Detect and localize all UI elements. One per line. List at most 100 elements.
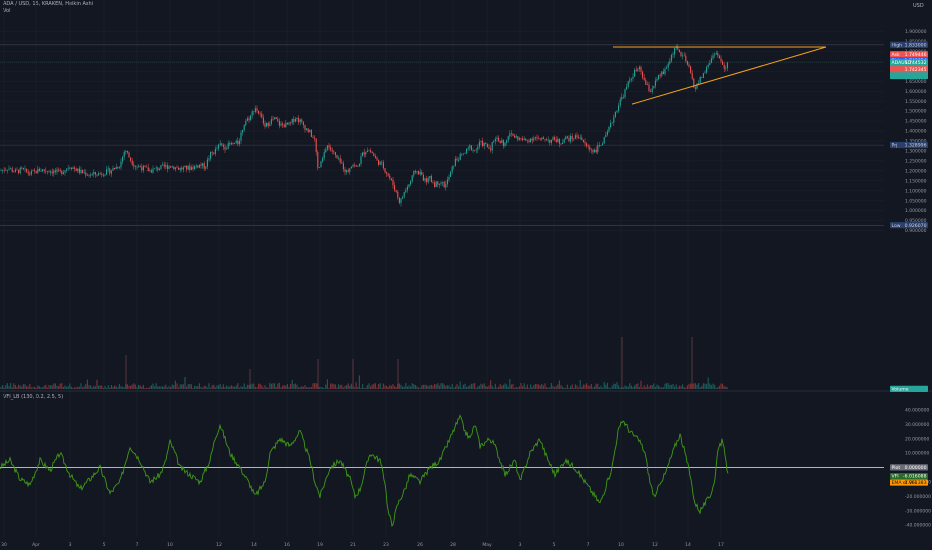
price-tick-label: 1.450000 <box>905 119 927 125</box>
volume-bar <box>712 383 714 389</box>
candle-body <box>296 117 298 119</box>
candle-body <box>613 117 615 123</box>
candle-body <box>314 137 316 139</box>
candle-body <box>542 137 544 140</box>
volume-bar <box>88 385 90 389</box>
candle-body <box>162 164 164 166</box>
volume-bar <box>304 385 306 389</box>
volume-bar <box>152 383 154 389</box>
volume-bar <box>662 387 664 389</box>
candle-body <box>250 115 252 121</box>
candle-body <box>558 139 560 144</box>
candle-body <box>264 123 266 127</box>
candle-body <box>538 138 540 139</box>
volume-bar <box>723 386 725 389</box>
volume-bar <box>710 385 712 389</box>
candle-body <box>488 147 490 149</box>
candle-body <box>459 154 461 161</box>
volume-bar <box>301 386 303 389</box>
volume-bar <box>486 386 488 389</box>
volume-bar <box>496 387 498 389</box>
candle-body <box>66 168 68 171</box>
candle-body <box>654 80 656 87</box>
low-tag-bg <box>890 222 928 229</box>
candle-body <box>150 170 152 173</box>
candle-body <box>86 175 88 176</box>
volume-bar <box>570 386 572 389</box>
candle-body <box>16 169 18 171</box>
candle-body <box>11 168 13 172</box>
candle-body <box>336 155 338 159</box>
candle-body <box>347 170 349 172</box>
volume-bar <box>539 385 541 389</box>
candle-body <box>442 182 444 183</box>
candle-body <box>179 167 181 170</box>
candle-body <box>251 111 253 116</box>
volume-bar <box>238 387 240 389</box>
volume-bar <box>256 387 258 389</box>
candle-body <box>550 139 552 143</box>
volume-bar <box>510 384 512 389</box>
candle-body <box>478 141 480 147</box>
volume-bar <box>190 384 192 389</box>
candle-body <box>310 130 312 137</box>
volume-bar <box>451 384 453 389</box>
candle-body <box>494 138 496 141</box>
volume-bar <box>458 386 460 389</box>
candle-body <box>259 113 261 115</box>
volume-indicator-label[interactable]: Vol <box>3 8 11 14</box>
volume-bar <box>630 385 632 389</box>
volume-bar <box>232 386 234 389</box>
triangle-trendlines[interactable] <box>613 46 827 105</box>
volume-bar <box>328 387 330 389</box>
high-tag-value: 1.833000 <box>905 42 927 48</box>
volume-bar <box>37 385 39 389</box>
time-axis[interactable]: 30 Apr 3 5 7 10 12 14 16 19 21 23 26 28 May 3 5 7 10 12 14 17 <box>1 542 724 548</box>
volume-bar <box>205 385 207 389</box>
volume-bar <box>117 387 119 389</box>
candle-body <box>398 197 400 203</box>
candle-body <box>78 168 80 173</box>
candle-body <box>125 150 127 152</box>
volume-bar <box>566 384 568 389</box>
volume-bar <box>174 380 176 389</box>
candle-body <box>230 143 232 145</box>
candle-body <box>299 119 301 123</box>
candle-body <box>240 132 242 141</box>
volume-bar <box>456 384 458 389</box>
axis-tags: High1.833000Ask1.749446Bid1.740854ADAUSD… <box>890 41 928 486</box>
volume-bar <box>414 385 416 389</box>
volume-bar <box>602 387 604 389</box>
candle-body <box>219 143 221 145</box>
volume-bar <box>376 387 378 389</box>
candle-body <box>466 148 468 154</box>
volume-bar <box>560 384 562 389</box>
volume-bar <box>144 387 146 389</box>
candle-body <box>294 118 296 122</box>
volume-bar <box>50 385 52 389</box>
vfi-tag-label: VFI <box>892 474 899 480</box>
candle-body <box>715 53 717 55</box>
candle-body <box>262 117 264 124</box>
volume-bar <box>517 387 519 389</box>
vfi-indicator-label[interactable]: VFI_LB (130, 0.2, 2.5, 5) <box>3 394 64 400</box>
volume-bar <box>552 385 554 389</box>
volume-bar <box>485 385 487 389</box>
volume-bar <box>69 383 71 389</box>
candle-body <box>64 170 66 173</box>
candle-body <box>624 89 626 98</box>
volume-bar <box>651 385 653 389</box>
plot-tag-bg <box>890 464 928 471</box>
symbol-title[interactable]: ADA / USD, 15, KRAKEN, Heikin Ashi <box>3 1 94 7</box>
volume-bar <box>216 385 218 389</box>
candle-body <box>323 152 325 159</box>
candlesticks[interactable] <box>0 43 728 207</box>
volume-bar <box>670 384 672 389</box>
candle-body <box>650 90 652 92</box>
candle-body <box>523 138 525 140</box>
candle-body <box>34 170 36 171</box>
candle-body <box>149 170 151 172</box>
volume-bar <box>544 383 546 389</box>
volume-bar <box>693 383 695 389</box>
